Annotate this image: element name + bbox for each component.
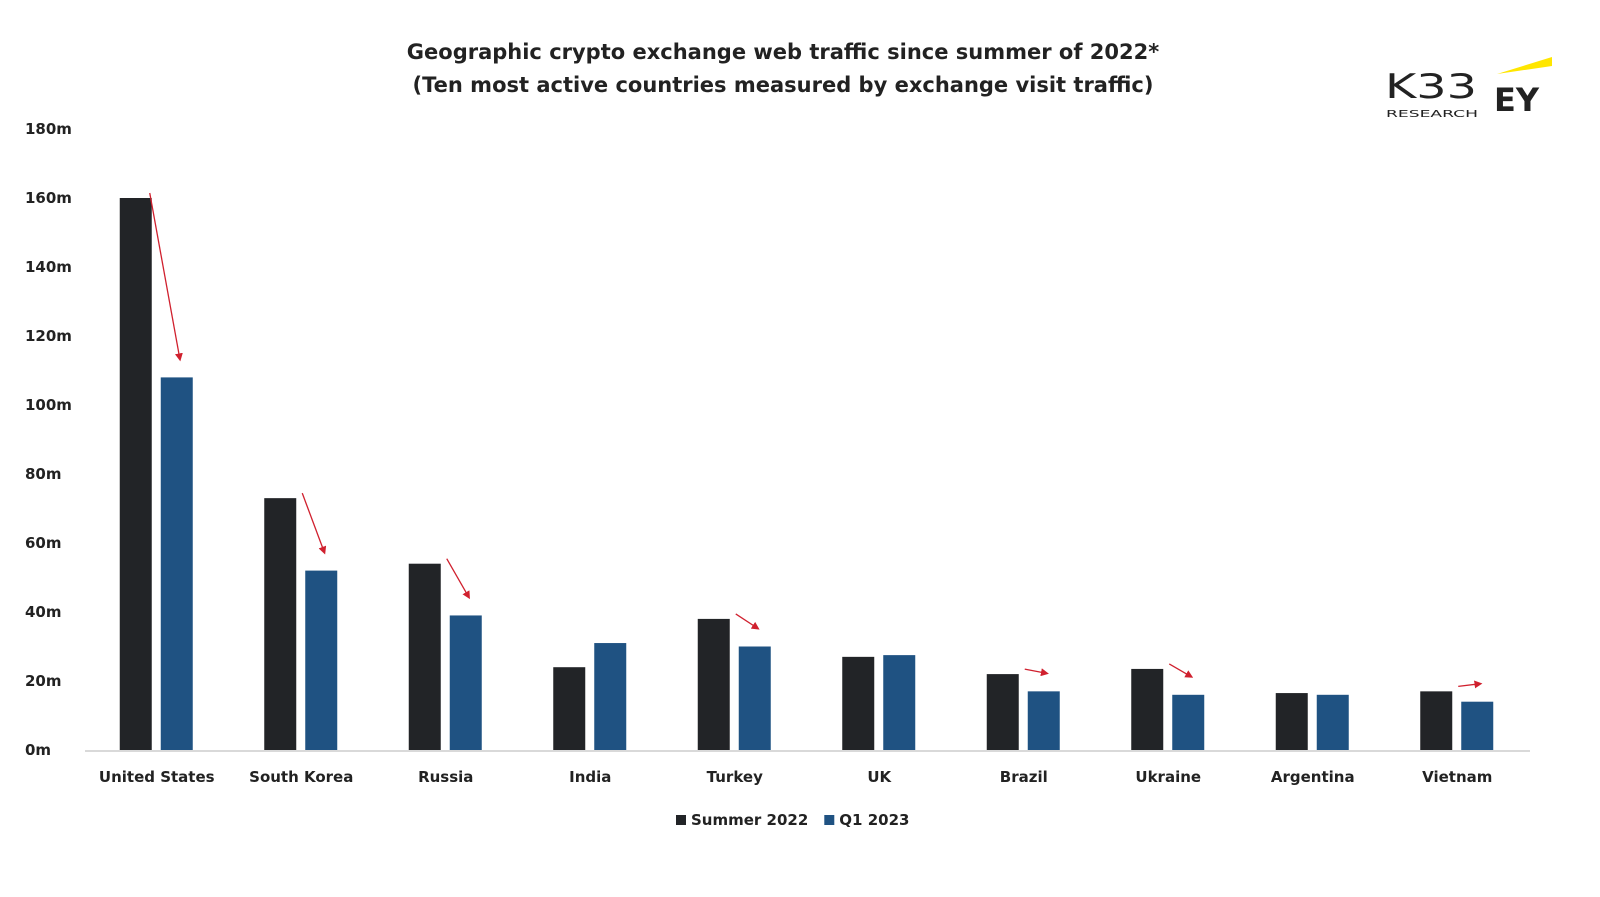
svg-text:EY: EY (1494, 81, 1540, 119)
x-tick-label: UK (867, 768, 892, 786)
bar-q1-2023 (883, 655, 916, 750)
bar-summer-2022 (986, 674, 1019, 750)
svg-text:RESEARCH: RESEARCH (1386, 109, 1478, 120)
bar-q1-2023 (1461, 701, 1494, 750)
bar-q1-2023 (1027, 691, 1060, 750)
chart-title: Geographic crypto exchange web traffic s… (406, 40, 1160, 64)
bar-summer-2022 (1275, 693, 1308, 750)
bar-q1-2023 (1172, 694, 1205, 750)
x-tick-label: Argentina (1271, 768, 1355, 786)
x-tick-label: United States (99, 768, 215, 786)
bar-summer-2022 (697, 618, 730, 750)
decline-arrow (1458, 680, 1483, 689)
bar-q1-2023 (160, 377, 193, 750)
ey-logo: EY (1494, 57, 1552, 119)
bar-summer-2022 (119, 198, 152, 750)
x-tick-label: Ukraine (1135, 768, 1201, 786)
bar-q1-2023 (738, 646, 771, 750)
x-tick-label: Vietnam (1422, 768, 1492, 786)
y-tick-label: 20m (25, 672, 62, 690)
x-tick-label: Turkey (707, 768, 763, 786)
y-tick-label: 0m (25, 741, 51, 759)
x-tick-label: Russia (418, 768, 473, 786)
y-tick-label: 160m (25, 189, 72, 207)
decline-arrow (301, 492, 327, 555)
k33-logo: K33 RESEARCH (1385, 67, 1478, 120)
y-tick-label: 120m (25, 327, 72, 345)
bar-q1-2023 (305, 570, 338, 750)
y-tick-label: 40m (25, 603, 62, 621)
bar-q1-2023 (594, 643, 627, 750)
bar-summer-2022 (1131, 668, 1164, 750)
y-tick-label: 140m (25, 258, 72, 276)
bar-q1-2023 (1316, 694, 1349, 750)
legend-label: Q1 2023 (839, 811, 909, 829)
decline-arrow (1168, 663, 1194, 678)
y-tick-label: 80m (25, 465, 62, 483)
legend-label: Summer 2022 (691, 811, 808, 829)
decline-arrow (1024, 668, 1049, 677)
bar-summer-2022 (842, 656, 875, 750)
y-tick-label: 60m (25, 534, 62, 552)
y-tick-label: 180m (25, 120, 72, 138)
x-tick-label: South Korea (249, 768, 353, 786)
legend-swatch (824, 815, 835, 825)
bar-summer-2022 (264, 498, 297, 750)
bar-summer-2022 (1420, 691, 1453, 750)
bar-summer-2022 (408, 563, 441, 750)
legend-swatch (676, 815, 686, 825)
bar-summer-2022 (553, 667, 586, 750)
decline-arrow (735, 613, 760, 630)
bar-q1-2023 (449, 615, 482, 750)
decline-arrow (446, 558, 470, 600)
chart-subtitle: (Ten most active countries measured by e… (412, 73, 1154, 97)
y-tick-label: 100m (25, 396, 72, 414)
x-tick-label: India (569, 768, 611, 786)
decline-arrow (149, 192, 183, 362)
svg-text:K33: K33 (1385, 67, 1477, 107)
x-tick-label: Brazil (1000, 768, 1048, 786)
